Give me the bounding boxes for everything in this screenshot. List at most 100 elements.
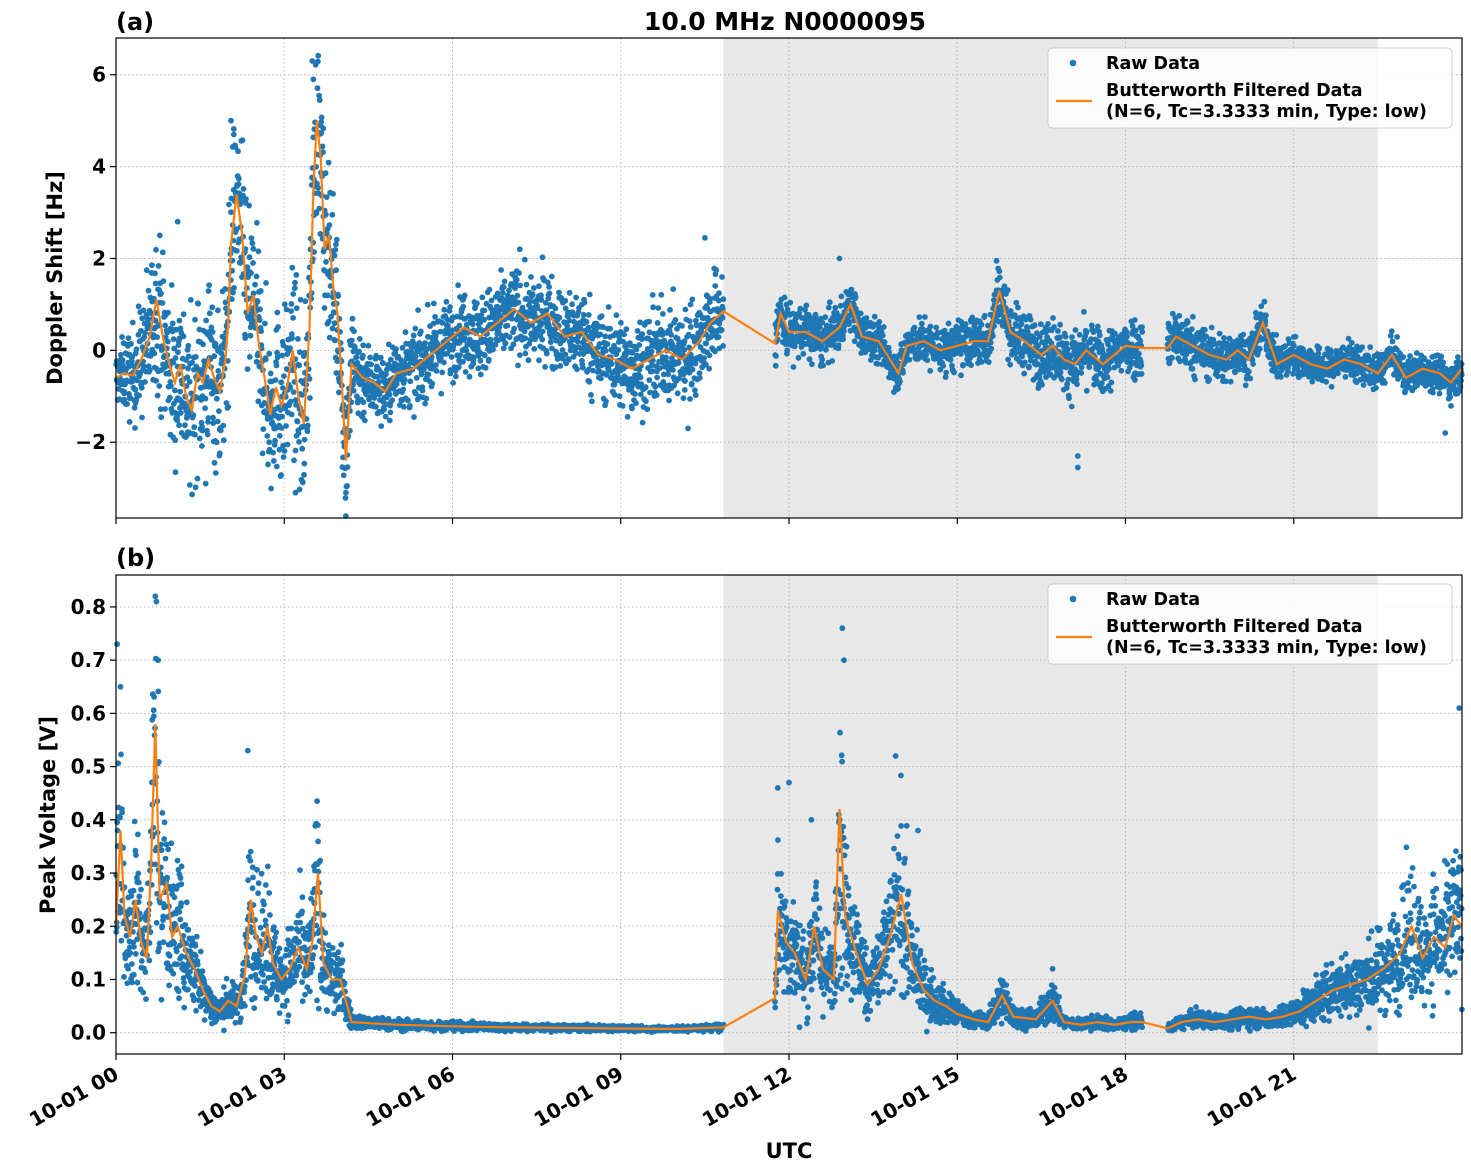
raw-data-point xyxy=(565,356,572,363)
raw-data-point xyxy=(248,235,255,242)
raw-data-point xyxy=(1050,315,1056,321)
raw-data-point xyxy=(679,323,685,329)
raw-data-point xyxy=(249,311,256,318)
raw-data-point xyxy=(598,375,604,382)
raw-data-point xyxy=(500,284,507,290)
raw-data-point xyxy=(619,403,626,409)
raw-data-point xyxy=(401,376,408,383)
raw-data-point xyxy=(295,336,301,342)
raw-data-point xyxy=(306,375,313,382)
raw-data-point xyxy=(254,219,260,226)
raw-data-point xyxy=(296,439,302,445)
raw-data-point xyxy=(399,344,406,351)
raw-data-point xyxy=(1096,332,1103,339)
raw-data-point xyxy=(667,307,673,313)
raw-data-point xyxy=(637,374,644,381)
raw-data-point xyxy=(315,58,321,65)
raw-data-point xyxy=(151,350,158,357)
raw-data-point xyxy=(624,413,631,420)
raw-data-point xyxy=(719,274,725,280)
raw-data-point xyxy=(258,328,264,335)
raw-data-point xyxy=(162,322,169,329)
raw-data-point xyxy=(301,471,307,478)
raw-data-point xyxy=(529,291,536,298)
raw-data-point xyxy=(307,395,313,401)
raw-data-point xyxy=(273,463,280,470)
raw-data-point xyxy=(228,209,234,216)
raw-data-point xyxy=(257,306,263,313)
raw-data-point xyxy=(525,357,532,364)
raw-data-point xyxy=(297,296,304,303)
raw-data-point xyxy=(681,387,688,393)
raw-data-point xyxy=(539,254,546,261)
raw-data-point xyxy=(985,359,992,365)
raw-data-point xyxy=(287,345,293,352)
raw-data-point xyxy=(262,320,268,327)
legend-raw-marker-a xyxy=(1069,59,1077,67)
raw-data-point xyxy=(293,272,300,278)
raw-data-point xyxy=(186,482,193,488)
raw-data-point xyxy=(202,405,209,412)
raw-data-point xyxy=(407,402,413,409)
raw-data-point xyxy=(1278,374,1284,380)
raw-data-point xyxy=(328,313,334,320)
raw-data-point xyxy=(556,314,563,321)
raw-data-point xyxy=(217,427,224,434)
raw-data-point xyxy=(165,338,171,345)
raw-data-point xyxy=(1064,346,1071,353)
raw-data-point xyxy=(1367,344,1374,350)
raw-data-point xyxy=(246,254,253,261)
raw-data-point xyxy=(230,289,236,296)
raw-data-point xyxy=(250,245,257,252)
raw-data-point xyxy=(368,361,374,368)
raw-data-point xyxy=(993,257,1000,264)
raw-data-point xyxy=(460,358,466,365)
raw-data-point xyxy=(245,274,252,280)
raw-data-point xyxy=(481,307,488,314)
raw-data-point xyxy=(773,353,779,359)
raw-data-point xyxy=(289,264,296,271)
raw-data-point xyxy=(157,406,164,413)
raw-data-point xyxy=(536,283,542,290)
raw-data-point xyxy=(1086,364,1093,370)
raw-data-point xyxy=(419,387,426,394)
raw-data-point xyxy=(649,292,656,298)
raw-data-point xyxy=(170,336,177,342)
raw-data-point xyxy=(990,333,996,339)
raw-data-point xyxy=(960,361,966,368)
raw-data-point xyxy=(1138,362,1145,369)
raw-data-point xyxy=(1442,430,1449,436)
raw-data-point xyxy=(947,357,954,363)
raw-data-point xyxy=(376,378,383,385)
raw-data-point xyxy=(402,329,409,336)
raw-data-point xyxy=(1038,321,1044,328)
raw-data-point xyxy=(325,159,332,166)
raw-data-point xyxy=(281,373,287,379)
raw-data-point xyxy=(604,341,611,347)
raw-data-point xyxy=(315,52,322,59)
raw-data-point xyxy=(461,335,468,341)
raw-data-point xyxy=(259,450,266,457)
raw-data-point xyxy=(317,231,324,237)
raw-data-point xyxy=(244,264,251,270)
raw-data-point xyxy=(603,398,609,405)
raw-data-point xyxy=(316,97,323,103)
raw-data-point xyxy=(273,362,280,369)
raw-data-point xyxy=(486,286,493,293)
raw-data-point xyxy=(580,311,587,318)
raw-data-point xyxy=(322,211,329,218)
raw-data-point xyxy=(906,356,913,363)
raw-data-point xyxy=(1292,333,1299,340)
raw-data-point xyxy=(441,306,448,313)
raw-data-point xyxy=(1004,287,1011,294)
raw-data-point xyxy=(142,379,148,385)
raw-data-point xyxy=(900,369,906,376)
raw-data-point xyxy=(943,369,950,376)
raw-data-point xyxy=(418,328,424,335)
raw-data-point xyxy=(415,307,421,313)
raw-data-point xyxy=(499,290,506,296)
chart-title: 10.0 MHz N0000095 xyxy=(644,7,926,36)
raw-data-point xyxy=(1189,365,1196,372)
raw-data-point xyxy=(498,267,504,273)
raw-data-point xyxy=(177,410,184,416)
